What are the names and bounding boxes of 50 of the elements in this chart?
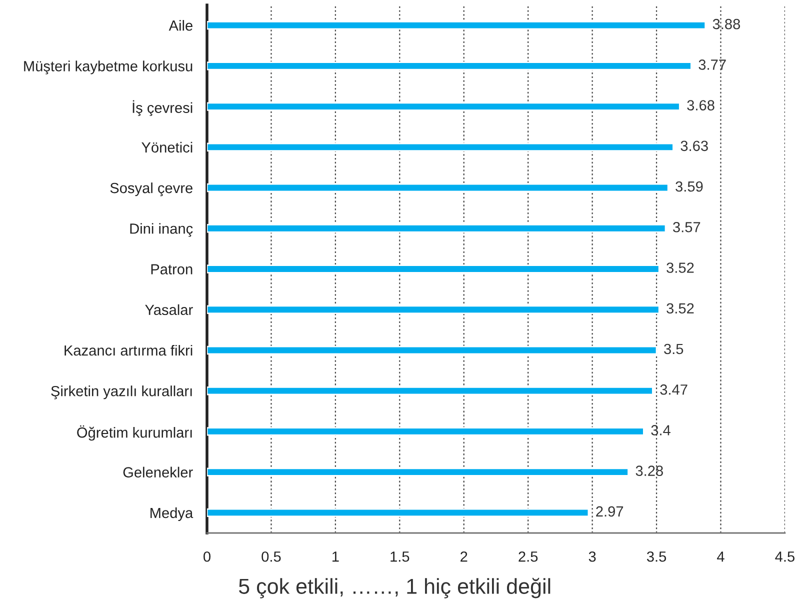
y-tick-label: Medya [150, 507, 194, 522]
x-tick-label: 2 [460, 551, 468, 562]
data-label: 3.57 [673, 222, 700, 232]
y-tick-label: Yasalar [145, 304, 193, 316]
y-tick-label: Patron [151, 264, 192, 274]
x-tick-label: 3.5 [646, 551, 666, 562]
data-label: 3.77 [698, 60, 726, 70]
bar [207, 508, 590, 518]
y-tick-label: Şirketin yazılı kuralları [51, 386, 192, 400]
data-label: 3.52 [666, 303, 694, 314]
data-label: 2.97 [596, 506, 624, 517]
data-label: 3.5 [664, 344, 684, 354]
x-tick-label: 0.5 [262, 551, 281, 562]
bar [207, 142, 674, 152]
bar [207, 305, 660, 314]
data-label: 3.59 [676, 181, 703, 192]
data-label: 3.88 [712, 18, 740, 30]
y-tick-label: Öğretim kurumları [77, 425, 192, 441]
x-tick-label: 0 [204, 551, 210, 562]
data-label: 3.52 [666, 262, 694, 273]
bar [207, 264, 660, 274]
x-tick-label: 2.5 [518, 551, 538, 562]
bar [207, 20, 706, 30]
bar [207, 224, 666, 233]
bar [207, 183, 669, 192]
x-tick-label: 1.5 [390, 552, 410, 562]
x-tick-label: 4 [717, 552, 724, 562]
bar [207, 468, 629, 476]
bar [207, 386, 654, 396]
y-tick-label: Yönetici [142, 142, 192, 153]
bar [207, 427, 644, 436]
y-tick-label: Gelenekler [123, 466, 193, 478]
data-label: 3.63 [680, 140, 708, 152]
bar [207, 346, 658, 355]
bar [207, 102, 680, 111]
y-tick-label: Aile [168, 20, 192, 31]
x-tick-label: 4.5 [775, 552, 794, 562]
y-tick-label: Dini inanç [130, 223, 193, 237]
data-label: 3.47 [660, 384, 688, 395]
y-tick-label: İş çevresi [132, 100, 192, 116]
bar [207, 62, 692, 70]
y-tick-label: Sosyal çevre [110, 182, 192, 196]
data-label: 3.28 [636, 466, 663, 476]
x-tick-label: 1 [332, 552, 339, 562]
data-label: 3.68 [687, 100, 714, 110]
x-axis-title: 5 çok etkili, ……, 1 hiç etkili değil [238, 578, 550, 598]
x-tick-label: 3 [588, 551, 596, 562]
y-tick-label: Müşteri kaybetme korkusu [24, 60, 192, 74]
data-label: 3.4 [651, 425, 670, 436]
y-tick-label: Kazancı artırma fikri [64, 344, 192, 356]
